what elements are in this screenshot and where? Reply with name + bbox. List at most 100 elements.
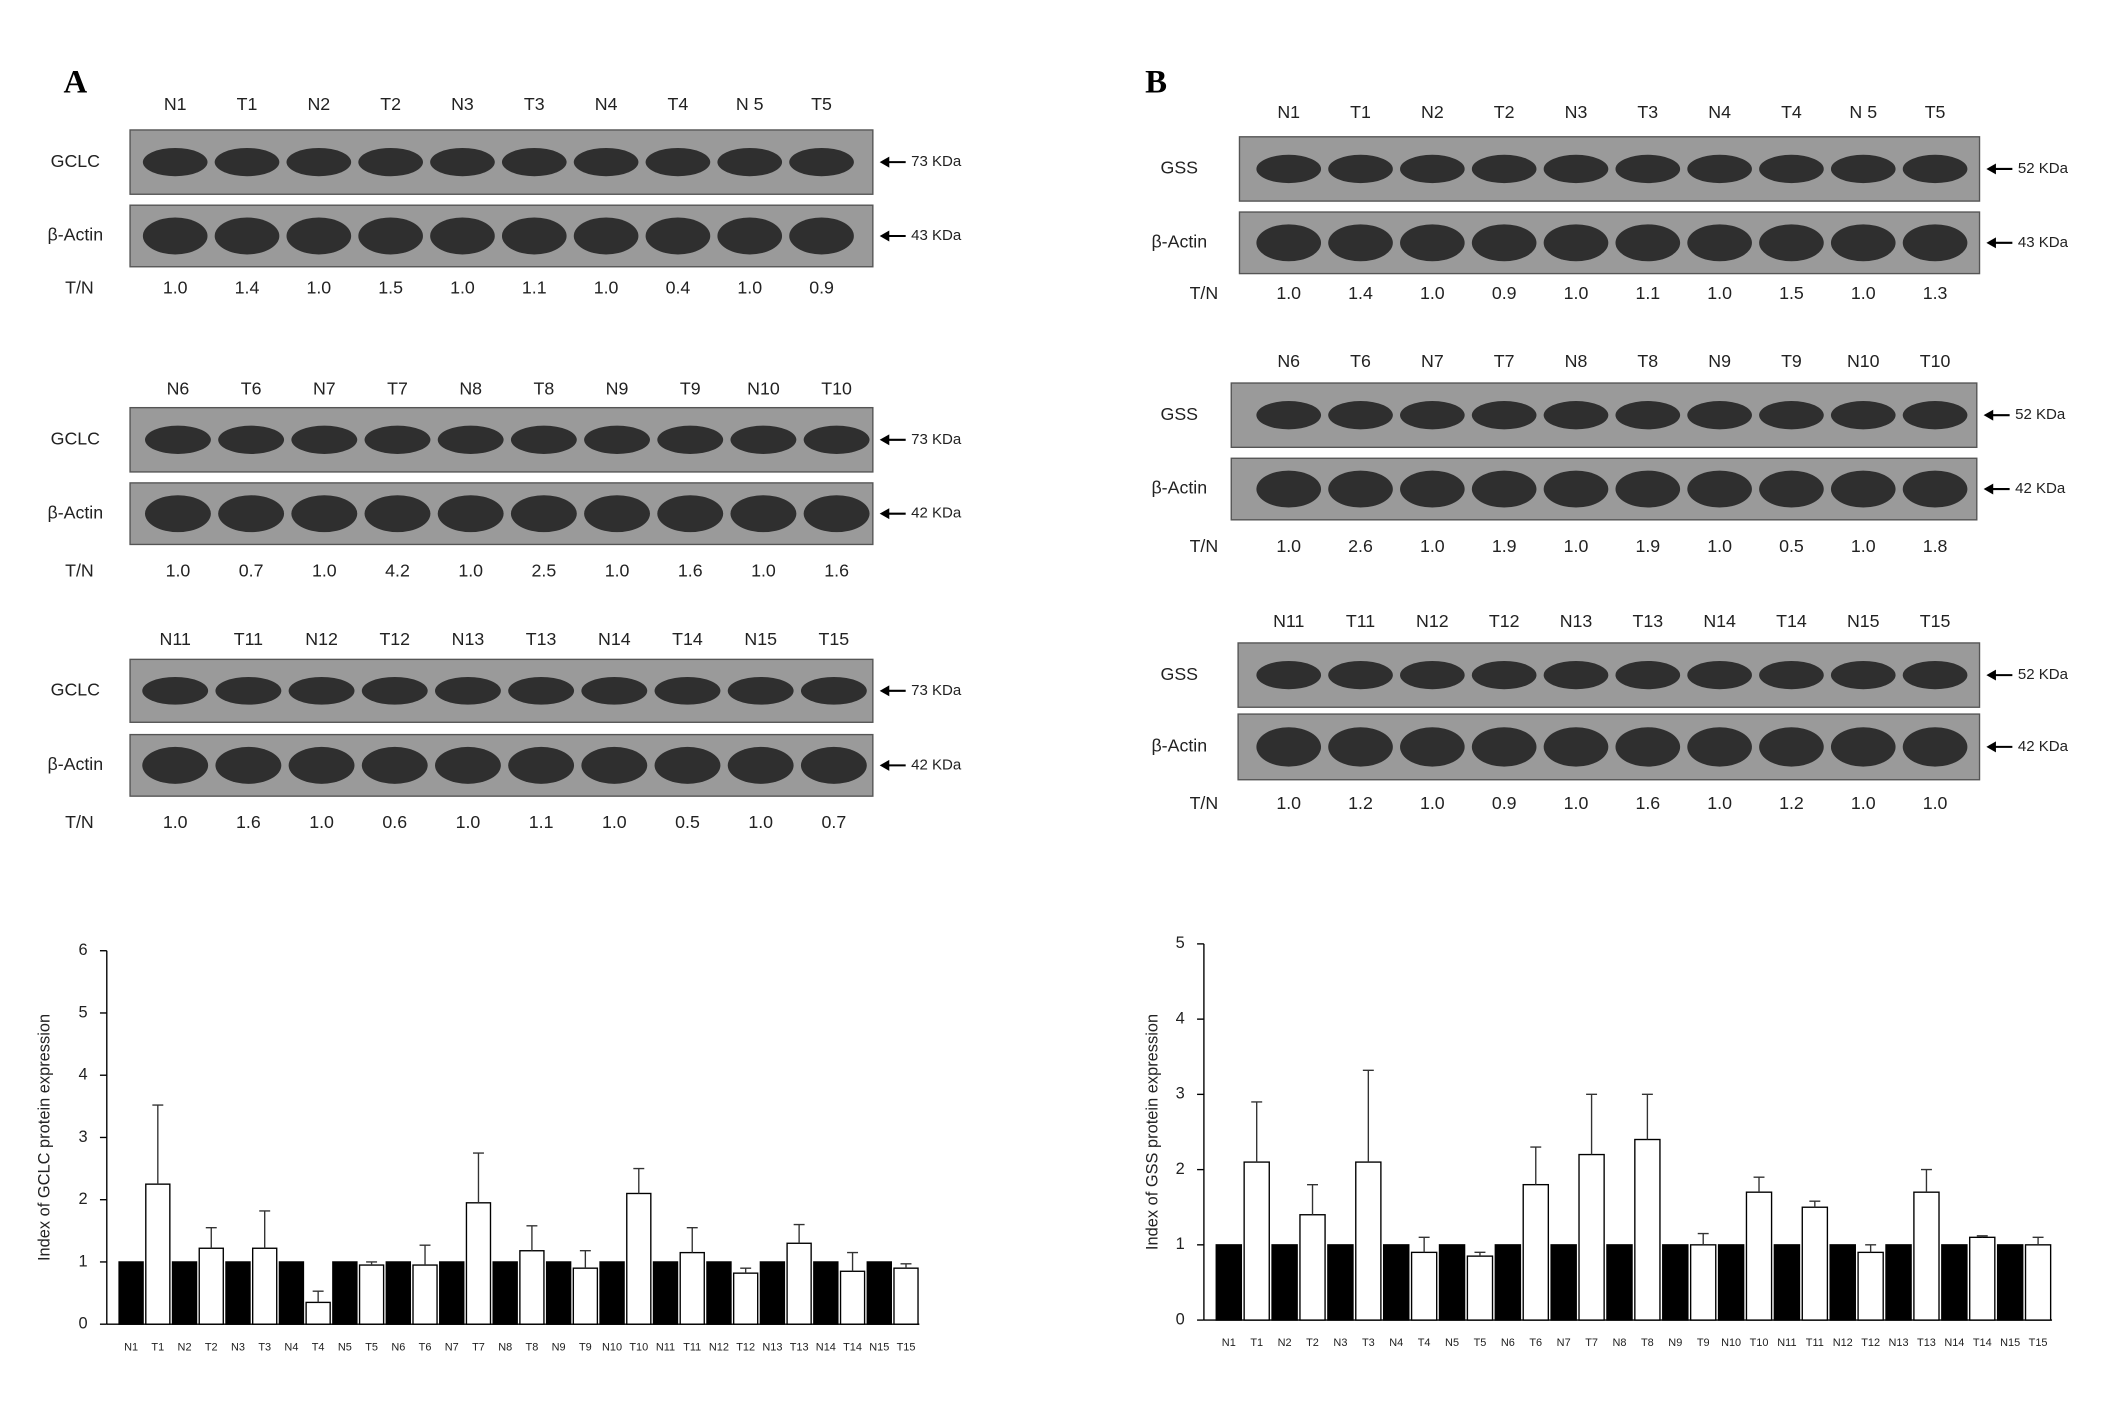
- ratio-value: 1.0: [1851, 283, 1876, 303]
- blot-band: [1687, 154, 1752, 184]
- row-label: β-Actin: [1151, 736, 1207, 756]
- ratio-label: T/N: [65, 812, 94, 832]
- ratio-value: 1.0: [602, 812, 627, 832]
- blot-band: [1830, 154, 1896, 184]
- error-bar: [1307, 1183, 1318, 1215]
- ratio-label: T/N: [1190, 283, 1219, 303]
- bar: [412, 1264, 438, 1325]
- lane-label: N10: [747, 379, 780, 399]
- lane-label: N 5: [736, 94, 764, 114]
- lane-label: N12: [305, 629, 338, 649]
- blot-band: [1400, 154, 1465, 184]
- ratio-value: 0.5: [675, 812, 700, 832]
- y-axis-label: Index of GCLC protein expression: [36, 1014, 54, 1261]
- blot-band: [1328, 401, 1393, 430]
- blot-band: [142, 746, 209, 784]
- arrow-head: [879, 434, 890, 446]
- error-bar: [1697, 1232, 1709, 1245]
- blot-band: [1471, 154, 1537, 184]
- ratio-value: 1.0: [1707, 793, 1732, 813]
- blot-band: [358, 147, 423, 177]
- blot-band: [645, 147, 711, 177]
- blot-band: [1400, 470, 1465, 508]
- ratio-label: T/N: [1190, 536, 1219, 556]
- x-tick-label: T9: [579, 1341, 592, 1353]
- x-tick-label: T13: [1917, 1337, 1936, 1349]
- blot-band: [1902, 660, 1968, 690]
- x-tick-label: T5: [1474, 1337, 1487, 1349]
- ratio-value: 1.6: [1635, 793, 1660, 813]
- x-tick-label: N13: [762, 1341, 782, 1353]
- row-label: GCLC: [51, 151, 101, 171]
- bar: [1969, 1236, 1996, 1321]
- blot-band: [1902, 401, 1968, 430]
- ratio-value: 1.0: [1276, 536, 1301, 556]
- y-tick-label: 6: [79, 941, 88, 959]
- blot-band: [142, 676, 209, 705]
- error-bar: [1362, 1069, 1374, 1163]
- blot-band: [214, 217, 280, 255]
- bar: [1578, 1153, 1605, 1321]
- row-label: β-Actin: [48, 502, 104, 522]
- bar: [786, 1242, 812, 1325]
- y-tick-label: 3: [79, 1128, 88, 1146]
- x-tick-label: T14: [843, 1341, 862, 1353]
- bar: [1606, 1244, 1633, 1321]
- arrow-head: [1983, 483, 1994, 495]
- error-bar: [2032, 1236, 2044, 1245]
- bar: [1299, 1214, 1326, 1321]
- lane-label: N10: [1847, 351, 1880, 371]
- ratio-value: 1.0: [1276, 283, 1301, 303]
- blot-band: [361, 746, 428, 784]
- bar: [492, 1261, 518, 1325]
- blot-band: [1543, 470, 1609, 508]
- blot-band: [730, 425, 797, 454]
- blot-band: [510, 495, 577, 533]
- blot-band: [803, 495, 870, 533]
- arrow-head: [1986, 741, 1996, 753]
- ratio-value: 1.0: [1851, 793, 1876, 813]
- arrow-head: [1986, 163, 1996, 175]
- x-tick-label: T13: [790, 1341, 809, 1353]
- error-bar: [1418, 1236, 1430, 1253]
- error-bar: [152, 1104, 164, 1185]
- y-tick-label: 1: [79, 1252, 88, 1270]
- error-bar: [526, 1225, 538, 1251]
- blot-band: [1256, 727, 1322, 767]
- ratio-value: 1.0: [1564, 283, 1589, 303]
- x-tick-label: T2: [1306, 1337, 1319, 1349]
- row-label: GCLC: [51, 429, 101, 449]
- ratio-value: 1.0: [166, 561, 191, 581]
- bar: [225, 1261, 251, 1325]
- ratio-value: 1.0: [458, 561, 483, 581]
- lane-label: T15: [819, 629, 850, 649]
- ratio-value: 1.0: [312, 561, 337, 581]
- blot-band: [1328, 224, 1393, 262]
- bar: [305, 1301, 331, 1325]
- size-label: 42 KDa: [911, 505, 962, 522]
- x-tick-label: T10: [1750, 1337, 1769, 1349]
- y-tick-label: 4: [1176, 1009, 1185, 1027]
- error-bar: [1530, 1146, 1542, 1185]
- blot-band: [1471, 401, 1537, 430]
- bar: [1941, 1244, 1968, 1321]
- bar: [839, 1270, 866, 1325]
- ratio-label: T/N: [65, 277, 94, 297]
- bar: [813, 1261, 839, 1325]
- lane-label: N15: [744, 629, 777, 649]
- blot-band: [654, 676, 721, 705]
- blot-band: [1615, 470, 1681, 508]
- ratio-value: 1.3: [1923, 283, 1948, 303]
- lane-label: N7: [1421, 351, 1444, 371]
- bar: [1382, 1244, 1410, 1321]
- bar: [866, 1261, 892, 1325]
- lane-label: T13: [526, 629, 557, 649]
- lane-label: T2: [1494, 102, 1515, 122]
- bar: [1410, 1251, 1438, 1321]
- bar: [1745, 1191, 1773, 1321]
- blot-band: [214, 147, 280, 177]
- x-tick-label: T7: [472, 1341, 485, 1353]
- x-tick-label: T15: [2029, 1337, 2048, 1349]
- ratio-value: 1.6: [678, 561, 703, 581]
